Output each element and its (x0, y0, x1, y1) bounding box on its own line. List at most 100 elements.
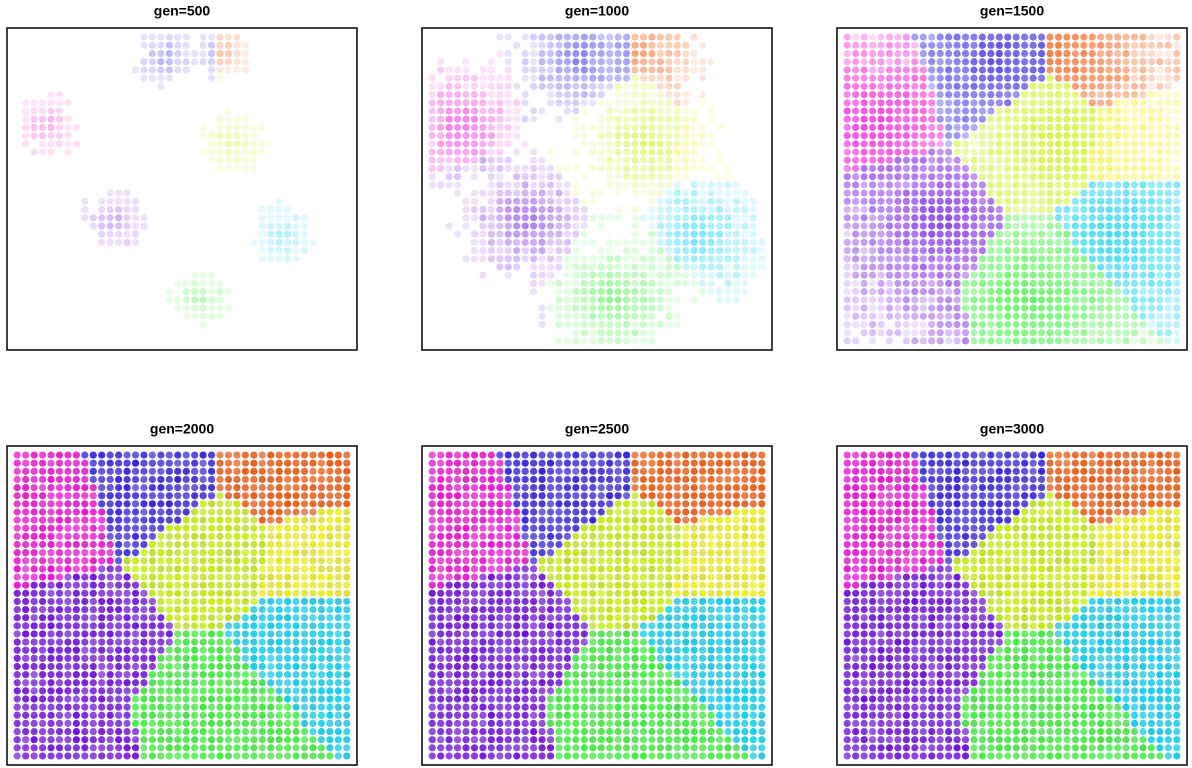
cell (123, 549, 131, 557)
cell (182, 516, 190, 524)
cell (928, 189, 936, 197)
cell (326, 630, 334, 638)
cell (115, 483, 123, 492)
cell (106, 622, 114, 630)
cell (1029, 279, 1037, 288)
cell (106, 189, 114, 197)
cell (326, 711, 334, 719)
cell (572, 99, 580, 107)
cell (749, 214, 757, 222)
cell (1164, 255, 1172, 263)
cell (30, 573, 38, 581)
cell (241, 549, 249, 557)
cell (563, 238, 572, 246)
cell (496, 49, 504, 58)
cell (868, 205, 877, 214)
cell (945, 288, 953, 296)
cell (622, 320, 631, 329)
cell (174, 581, 182, 589)
cell (300, 589, 309, 597)
cell (191, 597, 199, 606)
cell (148, 605, 157, 614)
cell (919, 197, 927, 205)
cell (953, 164, 961, 173)
cell (614, 33, 622, 41)
cell (1029, 82, 1037, 90)
cell (572, 589, 580, 597)
cell (538, 304, 546, 312)
cell (1156, 222, 1164, 230)
cell (55, 630, 64, 638)
cell (961, 132, 970, 140)
cell (267, 589, 275, 597)
cell (614, 66, 622, 74)
cell (1114, 312, 1122, 320)
cell (199, 614, 207, 622)
cell (496, 630, 504, 638)
cell (207, 33, 216, 41)
cell (479, 222, 487, 230)
cell (89, 483, 97, 492)
cell (732, 205, 741, 214)
cell (98, 549, 106, 557)
cell (936, 296, 944, 304)
cell (207, 614, 216, 622)
cell (445, 549, 453, 557)
cell (487, 630, 495, 638)
cell (1173, 58, 1181, 66)
cell (1063, 90, 1071, 99)
cell (707, 263, 715, 271)
cell (317, 711, 326, 719)
cell (513, 549, 521, 557)
cell (207, 549, 216, 557)
cell (936, 82, 944, 90)
cell (1004, 205, 1012, 214)
cell (656, 263, 664, 271)
cell (580, 312, 588, 320)
cell (860, 115, 868, 123)
cell (13, 695, 21, 703)
cell (614, 214, 622, 222)
cell (191, 451, 199, 459)
cell (961, 320, 970, 329)
cell (928, 99, 936, 107)
cell (182, 49, 190, 58)
cell (174, 752, 182, 760)
cell (1012, 115, 1020, 123)
cell (174, 703, 182, 711)
cell (639, 296, 648, 304)
cell (445, 557, 453, 565)
cell (572, 622, 580, 630)
cell (284, 524, 292, 532)
cell (885, 246, 894, 255)
cell (580, 33, 588, 41)
cell (504, 459, 512, 467)
cell (207, 296, 216, 304)
cell (885, 296, 894, 304)
cell (1004, 238, 1012, 246)
cell (902, 337, 910, 345)
cell (326, 752, 334, 760)
cell (258, 589, 266, 597)
cell (530, 532, 538, 540)
cell (902, 140, 910, 148)
cell (199, 549, 207, 557)
cell (715, 238, 724, 246)
cell (470, 711, 479, 719)
cell (546, 565, 555, 573)
cell (275, 483, 283, 492)
cell (106, 646, 114, 654)
cell (860, 189, 868, 197)
cell (250, 581, 258, 589)
cell (622, 271, 631, 279)
cell (250, 695, 258, 703)
cell (140, 736, 148, 744)
cell (123, 532, 131, 540)
cell (555, 752, 563, 760)
cell (292, 451, 300, 459)
cell (55, 622, 64, 630)
cell (690, 181, 698, 189)
cell (572, 727, 580, 736)
cell (843, 279, 851, 288)
cell (98, 671, 106, 679)
